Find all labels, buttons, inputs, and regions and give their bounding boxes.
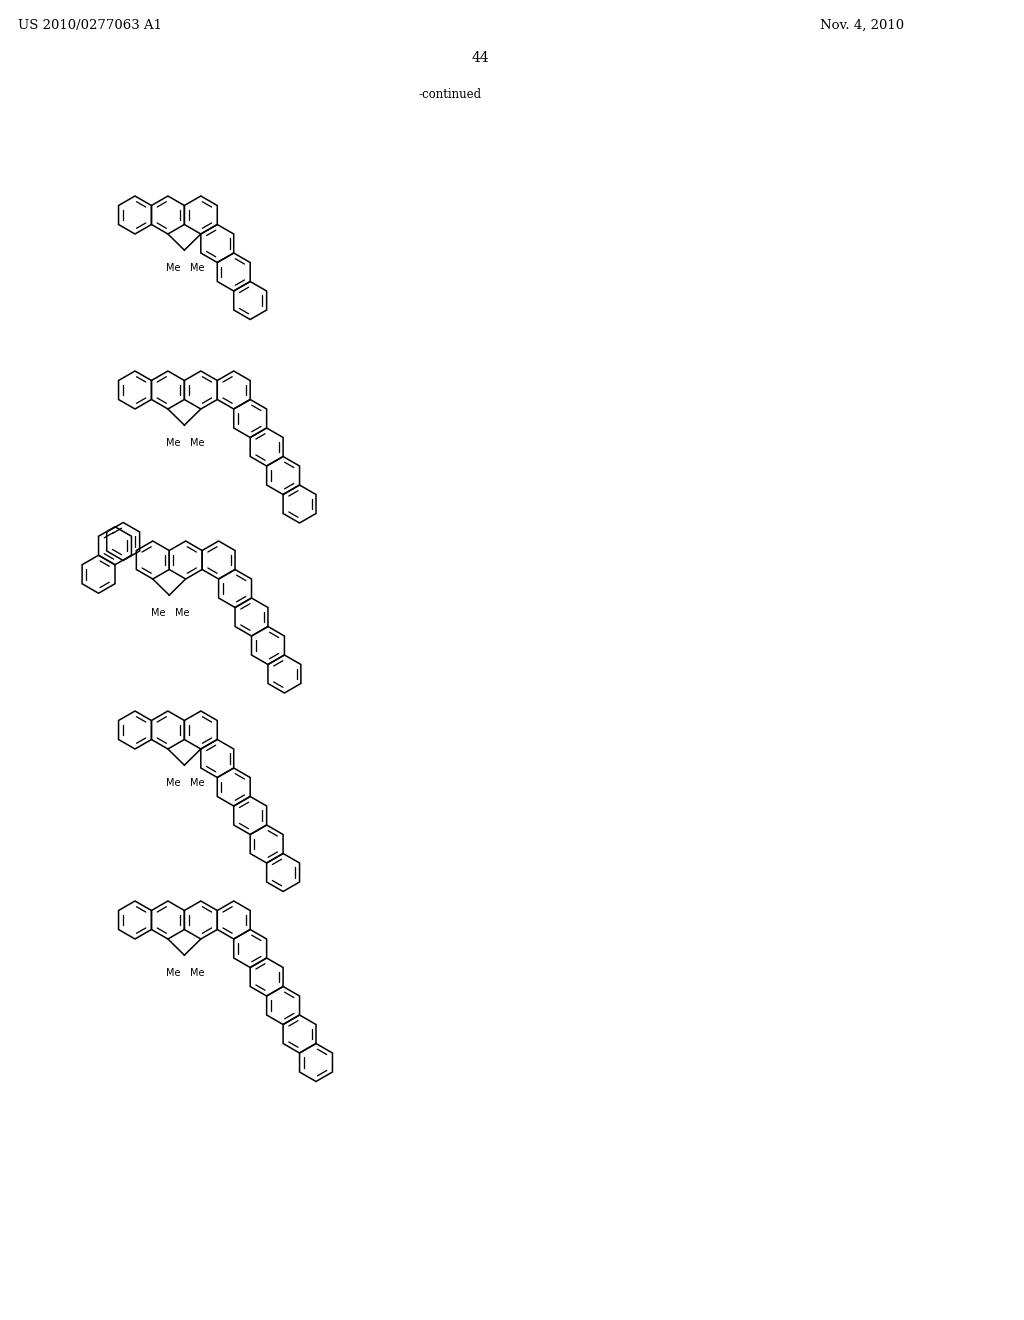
Text: Me: Me bbox=[190, 968, 205, 978]
Text: Me: Me bbox=[190, 779, 205, 788]
Text: Me: Me bbox=[190, 438, 205, 449]
Text: Me: Me bbox=[166, 263, 180, 273]
Text: Me: Me bbox=[166, 438, 180, 449]
Text: Nov. 4, 2010: Nov. 4, 2010 bbox=[820, 18, 904, 32]
Text: Me: Me bbox=[151, 609, 165, 618]
Text: 44: 44 bbox=[471, 51, 488, 65]
Text: Me: Me bbox=[190, 263, 205, 273]
Text: US 2010/0277063 A1: US 2010/0277063 A1 bbox=[18, 18, 162, 32]
Text: Me: Me bbox=[166, 968, 180, 978]
Text: -continued: -continued bbox=[419, 88, 481, 102]
Text: Me: Me bbox=[166, 779, 180, 788]
Text: Me: Me bbox=[175, 609, 189, 618]
